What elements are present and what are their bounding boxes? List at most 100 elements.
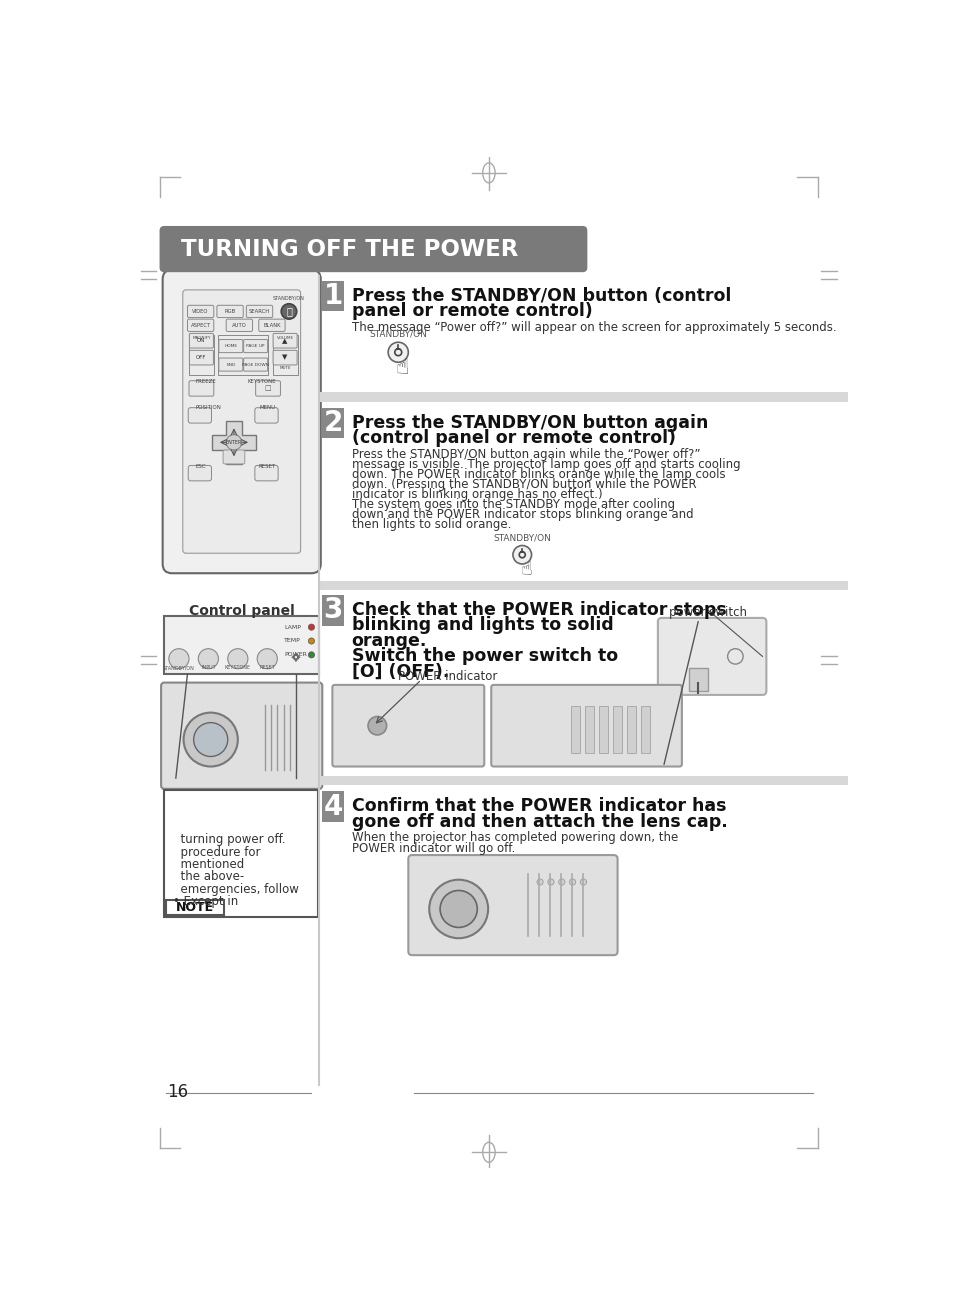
FancyBboxPatch shape	[243, 358, 268, 371]
Text: Confirm that the POWER indicator has: Confirm that the POWER indicator has	[352, 798, 725, 815]
FancyBboxPatch shape	[190, 350, 213, 365]
FancyBboxPatch shape	[226, 319, 253, 332]
Bar	[612, 706, 621, 753]
Text: Switch the power switch to: Switch the power switch to	[352, 647, 618, 665]
Text: orange.: orange.	[352, 632, 427, 649]
FancyBboxPatch shape	[161, 682, 322, 789]
Text: INPUT: INPUT	[201, 665, 215, 670]
Circle shape	[308, 652, 314, 657]
Text: then lights to solid orange.: then lights to solid orange.	[352, 518, 511, 531]
FancyBboxPatch shape	[273, 350, 296, 365]
Text: Control panel: Control panel	[189, 604, 294, 618]
Circle shape	[388, 342, 408, 362]
Text: POWER indicator will go off.: POWER indicator will go off.	[352, 842, 515, 855]
Text: LAMP: LAMP	[284, 625, 301, 630]
Text: emergencies, follow: emergencies, follow	[173, 883, 299, 896]
Text: The message “Power off?” will appear on the screen for approximately 5 seconds.: The message “Power off?” will appear on …	[352, 320, 836, 333]
FancyBboxPatch shape	[254, 466, 278, 480]
Text: ASPECT: ASPECT	[191, 323, 211, 328]
Text: The system goes into the STANDBY mode after cooling: The system goes into the STANDBY mode af…	[352, 497, 674, 510]
FancyBboxPatch shape	[188, 466, 212, 480]
Text: down. (Pressing the STANDBY/ON button while the POWER: down. (Pressing the STANDBY/ON button wh…	[352, 478, 696, 491]
Text: STANDBY/ON: STANDBY/ON	[493, 534, 551, 542]
FancyBboxPatch shape	[243, 340, 268, 353]
Circle shape	[183, 712, 237, 766]
Text: MAGNIFY: MAGNIFY	[192, 336, 211, 340]
Bar	[164, 790, 317, 917]
Text: Press the STANDBY/ON button again: Press the STANDBY/ON button again	[352, 413, 707, 432]
Text: the above-: the above-	[173, 870, 245, 883]
Text: POWER: POWER	[284, 652, 307, 657]
Text: TEMP: TEMP	[284, 639, 301, 643]
Text: MENU: MENU	[259, 405, 275, 411]
Circle shape	[569, 879, 575, 886]
FancyBboxPatch shape	[408, 855, 617, 955]
Circle shape	[439, 891, 476, 928]
Circle shape	[257, 648, 277, 669]
Text: 2: 2	[323, 409, 342, 437]
Bar	[164, 617, 319, 674]
Text: OFF: OFF	[196, 356, 207, 359]
Text: POWER indicator: POWER indicator	[397, 670, 497, 684]
Text: KEYSTONE: KEYSTONE	[247, 379, 275, 384]
Circle shape	[228, 648, 248, 669]
Bar	[319, 392, 847, 401]
Text: MUTE: MUTE	[279, 366, 291, 370]
Bar	[166, 900, 224, 916]
Bar	[273, 335, 297, 375]
Text: When the projector has completed powering down, the: When the projector has completed powerin…	[352, 832, 678, 844]
FancyBboxPatch shape	[255, 380, 280, 396]
Text: KEYSTONE: KEYSTONE	[225, 665, 251, 670]
Circle shape	[558, 879, 564, 886]
Text: Press the STANDBY/ON button again while the “Power off?”: Press the STANDBY/ON button again while …	[352, 447, 700, 461]
Circle shape	[579, 879, 586, 886]
Text: panel or remote control): panel or remote control)	[352, 302, 592, 320]
FancyBboxPatch shape	[322, 791, 344, 821]
Text: HOME: HOME	[224, 344, 237, 348]
Bar	[584, 706, 594, 753]
Text: down and the POWER indicator stops blinking orange and: down and the POWER indicator stops blink…	[352, 508, 693, 521]
Circle shape	[193, 723, 228, 757]
Circle shape	[547, 879, 554, 886]
Text: ☝: ☝	[519, 560, 532, 579]
Text: ENTER: ENTER	[226, 440, 242, 445]
Text: ESC: ESC	[195, 464, 206, 470]
Text: message is visible. The projector lamp goes off and starts cooling: message is visible. The projector lamp g…	[352, 458, 740, 471]
Text: VIDEO: VIDEO	[193, 308, 209, 314]
Text: RGB: RGB	[224, 308, 235, 314]
Circle shape	[429, 880, 488, 938]
Text: AUTO: AUTO	[232, 323, 247, 328]
FancyBboxPatch shape	[162, 270, 320, 573]
Text: NOTE: NOTE	[176, 901, 214, 914]
Bar	[598, 706, 608, 753]
FancyBboxPatch shape	[273, 333, 296, 348]
Text: (control panel or remote control): (control panel or remote control)	[352, 429, 675, 447]
Text: PAGE DOWN: PAGE DOWN	[242, 362, 269, 366]
Text: indicator is blinking orange has no effect.): indicator is blinking orange has no effe…	[352, 488, 601, 501]
Bar	[640, 706, 649, 753]
FancyBboxPatch shape	[187, 319, 213, 332]
Text: STANDBY/ON: STANDBY/ON	[369, 329, 427, 338]
FancyBboxPatch shape	[190, 333, 213, 348]
FancyBboxPatch shape	[254, 408, 278, 422]
Text: 4: 4	[323, 792, 342, 820]
Text: BLANK: BLANK	[263, 323, 280, 328]
Text: ▼: ▼	[282, 354, 288, 361]
Text: END: END	[226, 362, 235, 366]
Text: 16: 16	[167, 1082, 189, 1101]
Polygon shape	[212, 421, 255, 464]
Circle shape	[368, 716, 386, 735]
Circle shape	[308, 638, 314, 644]
FancyBboxPatch shape	[218, 358, 243, 371]
Text: procedure for: procedure for	[173, 846, 261, 859]
Text: STANDBY/ON: STANDBY/ON	[273, 295, 305, 300]
Text: ☝: ☝	[395, 358, 409, 378]
Text: • Except in: • Except in	[173, 895, 238, 908]
FancyBboxPatch shape	[258, 319, 285, 332]
Text: STANDBY/ON: STANDBY/ON	[163, 665, 194, 670]
Text: PAGE UP: PAGE UP	[246, 344, 265, 348]
Bar	[688, 668, 707, 691]
FancyBboxPatch shape	[322, 594, 344, 626]
FancyBboxPatch shape	[322, 408, 344, 438]
Bar	[189, 335, 213, 375]
